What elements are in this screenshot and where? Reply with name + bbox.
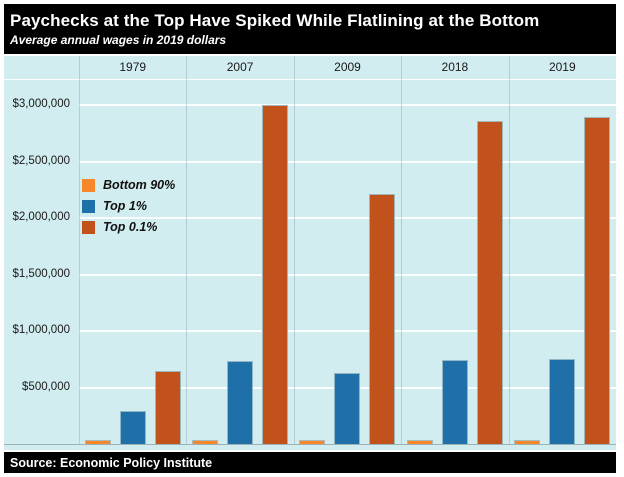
y-axis-tick-label: $500,000 — [22, 380, 70, 393]
y-axis-tick-label: $2,500,000 — [12, 154, 70, 167]
bar-bottom-90 — [406, 440, 433, 444]
column-separator — [79, 56, 80, 444]
bar-top-1 — [549, 359, 576, 444]
legend-item-top-0-1: Top 0.1% — [82, 220, 175, 234]
bar-top-1 — [227, 361, 254, 444]
column-header-row: 1979 2007 2009 2018 2019 — [4, 56, 616, 80]
bar-top-0-1 — [369, 194, 396, 444]
bar-group-2007 — [186, 105, 293, 444]
bar-group-2009 — [294, 194, 401, 444]
bar-top-0-1 — [476, 121, 503, 444]
bar-top-1 — [119, 411, 146, 444]
bar-bottom-90 — [514, 440, 541, 444]
column-header-2019: 2019 — [548, 60, 576, 74]
legend-label: Bottom 90% — [103, 178, 176, 192]
legend-label: Top 1% — [103, 199, 147, 213]
legend-item-top-1: Top 1% — [82, 199, 175, 213]
source-footer: Source: Economic Policy Institute — [4, 452, 616, 473]
gridline — [79, 160, 616, 163]
bar-top-0-1 — [262, 105, 289, 444]
column-header-1979: 1979 — [119, 60, 147, 74]
gridline — [79, 104, 616, 106]
legend: Bottom 90% Top 1% Top 0.1% — [82, 178, 175, 234]
bar-bottom-90 — [192, 440, 219, 444]
legend-item-bottom-90: Bottom 90% — [82, 178, 175, 192]
y-axis-tick-label: $1,500,000 — [12, 267, 70, 280]
column-header-2007: 2007 — [226, 60, 254, 74]
legend-swatch-top-1 — [82, 199, 95, 213]
bar-top-1 — [441, 360, 468, 444]
gridline — [79, 217, 616, 219]
chart-header: Paychecks at the Top Have Spiked While F… — [4, 4, 616, 54]
plot-area: 1979 2007 2009 2018 2019 Bottom 90% Top 1% Top… — [4, 56, 616, 450]
bar-bottom-90 — [84, 440, 111, 444]
bar-top-0-1 — [584, 117, 611, 444]
bar-group-1979 — [79, 371, 186, 444]
column-header-2018: 2018 — [441, 60, 469, 74]
chart-subtitle: Average annual wages in 2019 dollars — [10, 33, 227, 48]
bar-top-1 — [334, 373, 361, 444]
column-separator — [293, 56, 295, 444]
chart-title: Paychecks at the Top Have Spiked While F… — [10, 11, 540, 30]
x-axis-line — [4, 444, 616, 445]
column-header-2009: 2009 — [334, 60, 361, 74]
y-axis-tick-label: $3,000,000 — [12, 98, 70, 110]
column-separator — [508, 56, 510, 444]
column-separator — [401, 56, 403, 444]
bar-top-0-1 — [154, 371, 181, 444]
gridline — [79, 330, 616, 332]
bar-bottom-90 — [299, 440, 326, 444]
y-axis-tick-label: $2,000,000 — [12, 211, 70, 223]
legend-swatch-top-0-1 — [82, 220, 95, 234]
bar-group-2018 — [401, 121, 508, 444]
y-axis-tick-label: $1,000,000 — [12, 324, 70, 336]
bar-group-2019 — [509, 117, 616, 444]
legend-swatch-bottom-90 — [82, 178, 95, 192]
gridline — [79, 273, 616, 276]
legend-label: Top 0.1% — [103, 220, 158, 234]
column-separator — [186, 56, 188, 444]
source-label: Source: Economic Policy Institute — [10, 455, 213, 470]
